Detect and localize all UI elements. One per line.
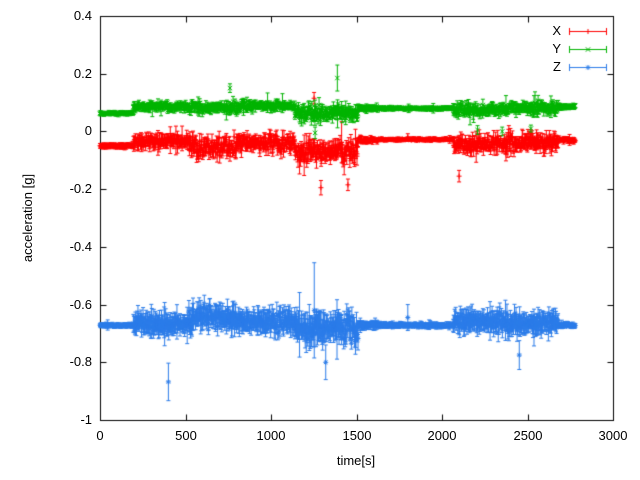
- x-tick-label: 1500: [342, 428, 372, 443]
- y-axis-label: acceleration [g]: [20, 173, 35, 263]
- y-tick-label: 0: [84, 123, 92, 138]
- y-tick-label: -0.2: [69, 181, 92, 196]
- legend-label-x: X: [552, 23, 561, 38]
- legend-label-z: Z: [553, 59, 561, 74]
- y-tick-label: -0.6: [69, 297, 92, 312]
- x-tick-label: 2500: [513, 428, 543, 443]
- x-tick-label: 500: [175, 428, 197, 443]
- y-tick-label: -0.4: [69, 239, 92, 254]
- y-tick-label: 0.4: [73, 8, 92, 23]
- y-tick-label: -0.8: [69, 354, 92, 369]
- x-tick-label: 2000: [427, 428, 457, 443]
- legend-label-y: Y: [552, 41, 561, 56]
- y-tick-label: 0.2: [73, 66, 92, 81]
- x-axis-label: time[s]: [336, 453, 376, 468]
- x-tick-label: 3000: [598, 428, 628, 443]
- y-tick-label: -1: [80, 412, 92, 427]
- x-tick-label: 1000: [256, 428, 286, 443]
- x-tick-label: 0: [96, 428, 104, 443]
